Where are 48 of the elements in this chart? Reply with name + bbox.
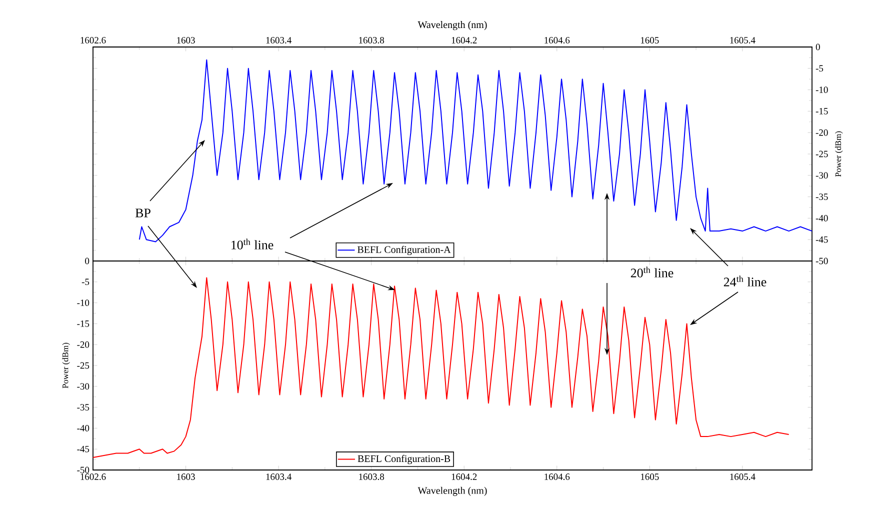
y-tick-label: -25 xyxy=(77,362,90,369)
x-tick-label: 1604.6 xyxy=(544,474,570,480)
x-tick-label: 1605.4 xyxy=(730,474,756,480)
y-tick-label: 0 xyxy=(85,258,90,264)
x-tick-label: 1603 xyxy=(177,37,195,44)
y-tick-label: 0 xyxy=(816,44,820,50)
y-tick-label: -40 xyxy=(77,424,90,432)
y-tick-label: -45 xyxy=(77,446,90,452)
x-tick-label: 1603.4 xyxy=(266,37,292,44)
x-tick-label: 1603.8 xyxy=(359,37,384,44)
y-tick-label: -30 xyxy=(816,172,828,179)
x-axis-title: Wavelength (nm) xyxy=(418,486,487,496)
y-tick-label: -20 xyxy=(77,341,90,348)
y-tick-label: -10 xyxy=(816,86,828,94)
y-axis-title: Power (dBm) xyxy=(62,342,70,388)
y-tick-label: -15 xyxy=(77,320,90,327)
x-tick-label: 1605 xyxy=(640,37,659,44)
annotation: BP xyxy=(135,208,150,218)
y-tick-label: -5 xyxy=(82,278,90,286)
y-tick-label: -15 xyxy=(816,108,828,114)
y-tick-label: -45 xyxy=(816,236,828,243)
x-tick-label: 1604.6 xyxy=(544,37,570,44)
legend-label: BEFL Configuration-A xyxy=(358,246,451,256)
y-tick-label: -50 xyxy=(816,258,828,264)
y-tick-label: -20 xyxy=(816,129,828,136)
x-tick-label: 1603.4 xyxy=(266,474,292,480)
x-tick-label: 1602.6 xyxy=(80,474,106,480)
y-tick-label: -10 xyxy=(77,300,90,306)
y-tick-label: -35 xyxy=(77,404,90,410)
x-tick-label: 1604.2 xyxy=(452,37,477,44)
y-axis-title: Power (dBm) xyxy=(835,131,843,177)
y-tick-label: -5 xyxy=(816,65,824,72)
x-tick-label: 1605.4 xyxy=(730,37,756,44)
x-axis-title: Wavelength (nm) xyxy=(418,21,487,30)
x-tick-label: 1604.2 xyxy=(452,474,477,480)
y-tick-label: -40 xyxy=(816,214,828,222)
y-tick-label: -30 xyxy=(77,383,90,390)
annotation: 10$^{th}$ line xyxy=(231,238,274,250)
x-tick-label: 1602.6 xyxy=(80,37,106,44)
annotation: 24$^{th}$ line xyxy=(724,276,766,286)
x-tick-label: 1603 xyxy=(177,474,195,480)
x-tick-label: 1603.8 xyxy=(359,474,384,480)
y-tick-label: -25 xyxy=(816,150,828,158)
legend-label: BEFL Configuration-B xyxy=(358,454,450,464)
annotation: 20$^{th}$ line xyxy=(630,266,674,278)
y-tick-label: -35 xyxy=(816,194,828,200)
y-tick-label: -50 xyxy=(77,466,90,474)
x-tick-label: 1605 xyxy=(640,474,659,480)
